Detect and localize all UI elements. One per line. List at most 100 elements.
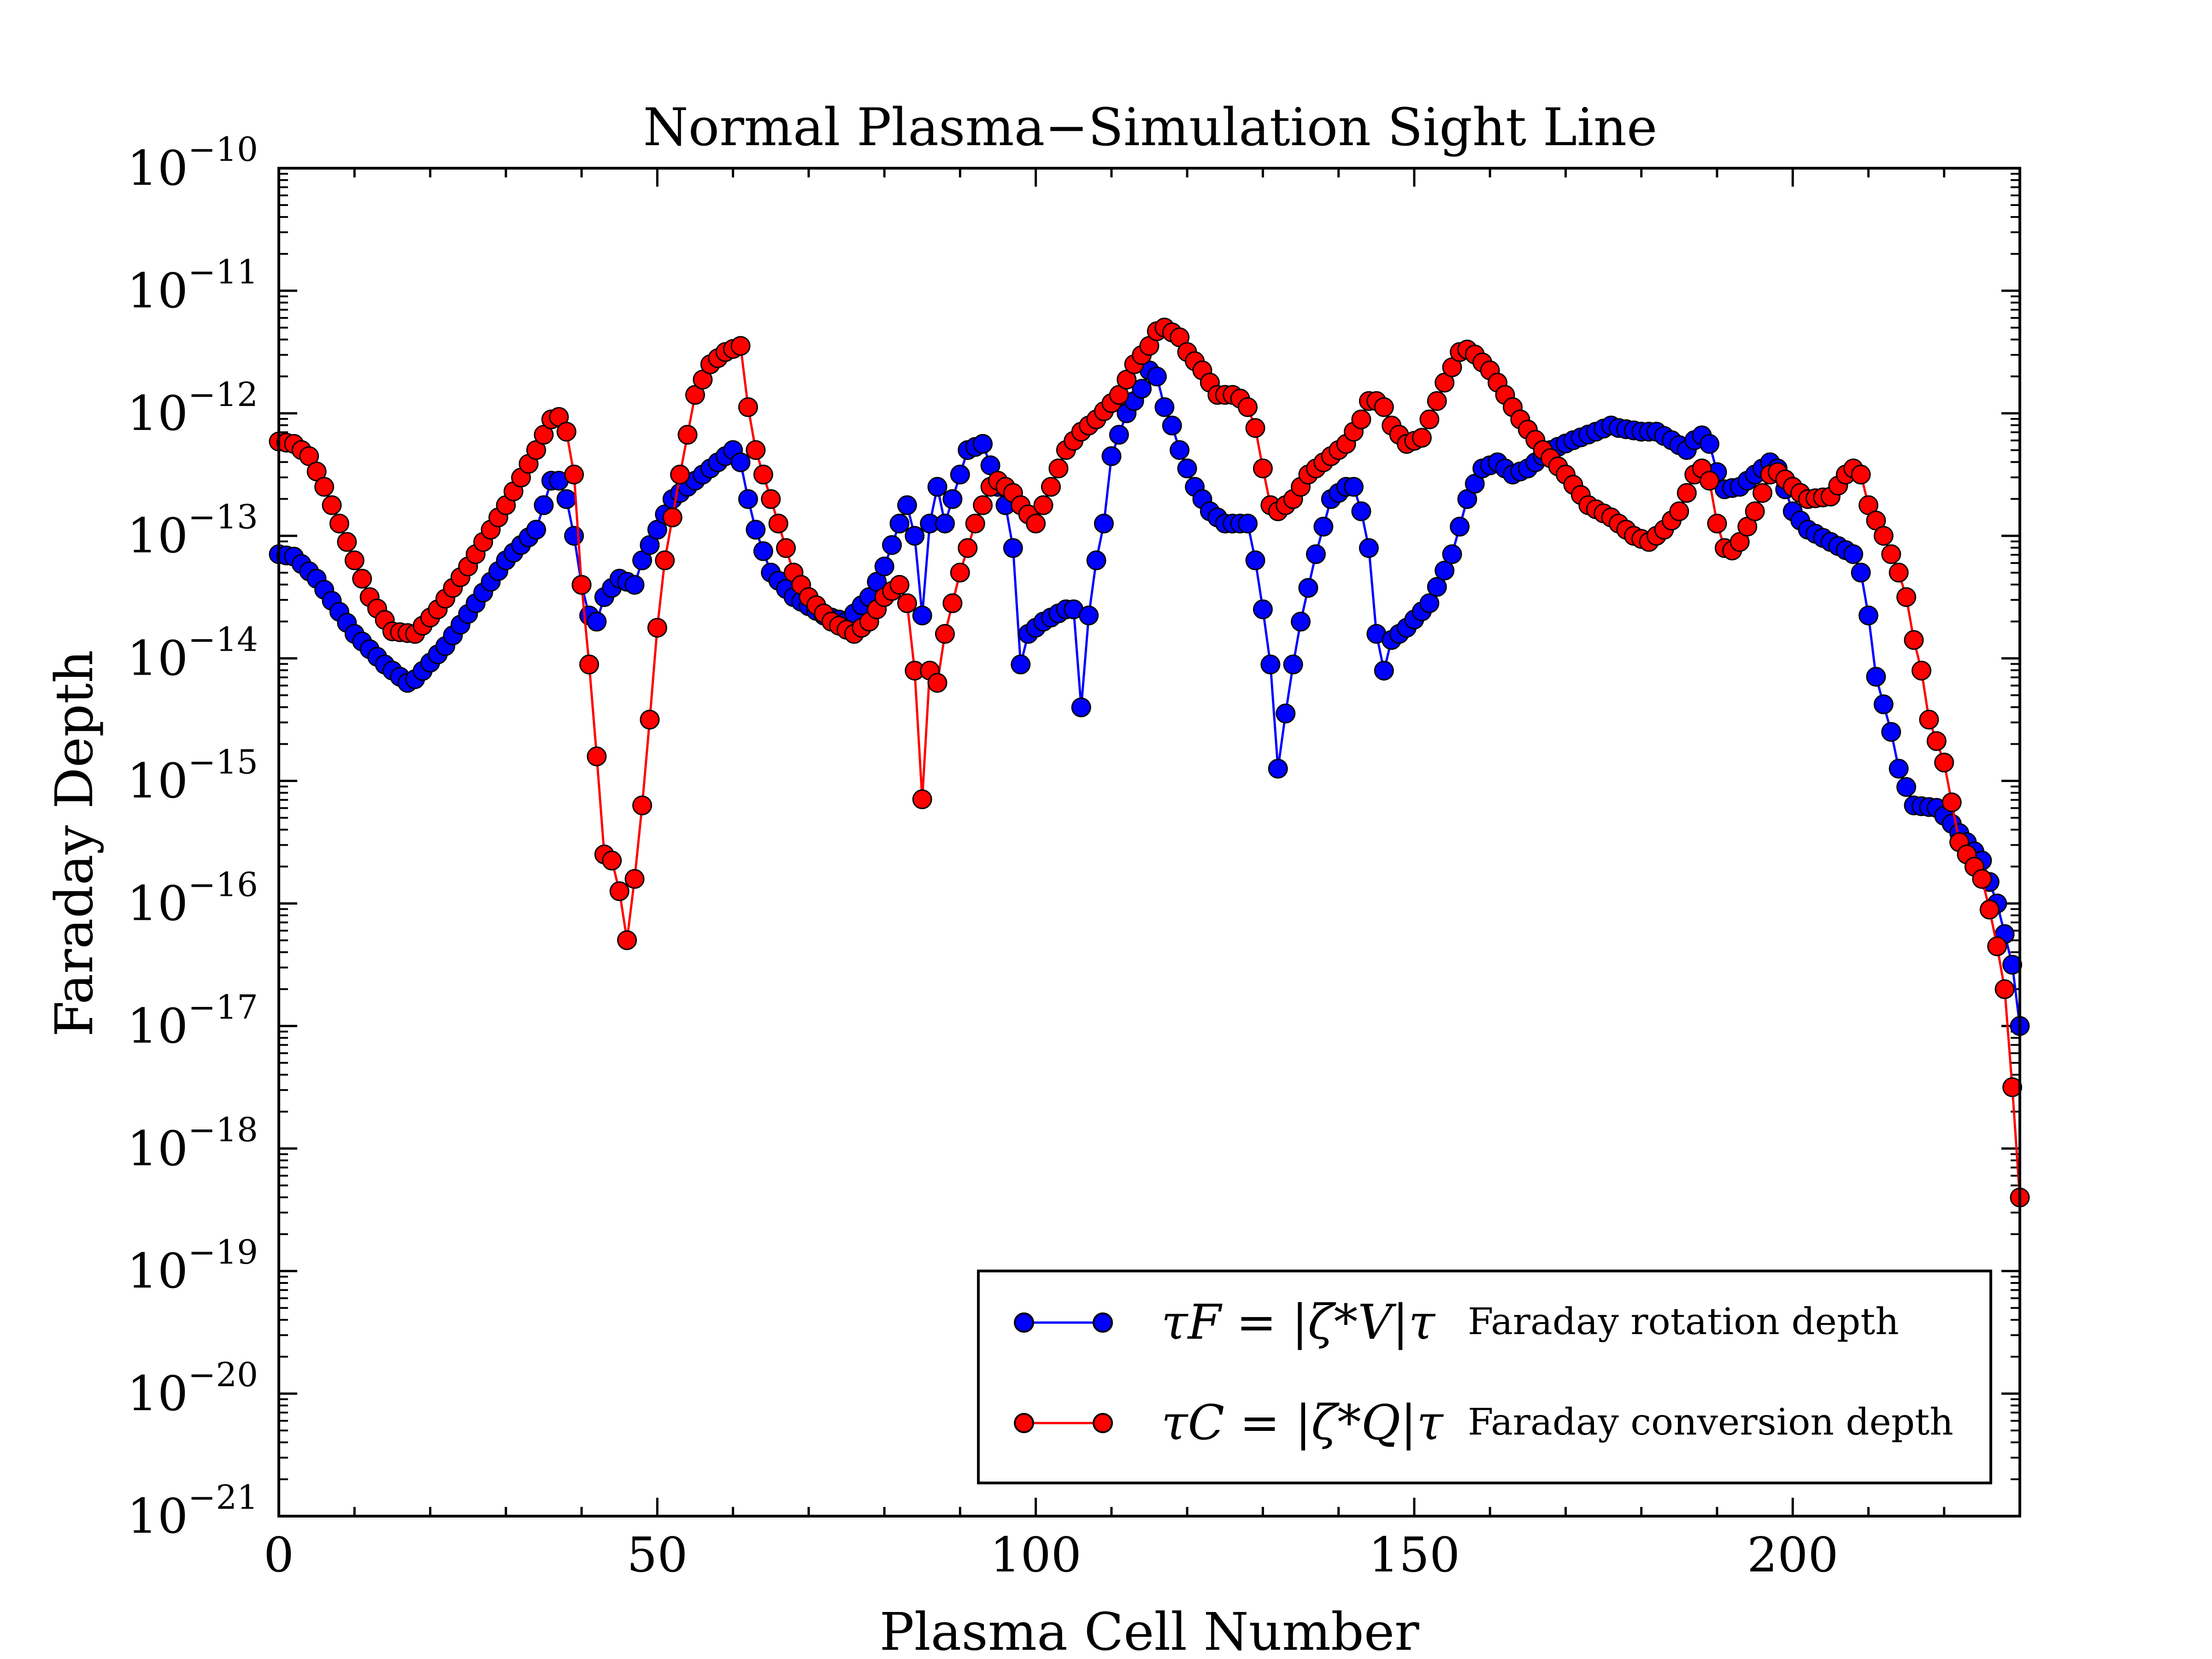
y-tick-label: 10−14 bbox=[127, 620, 258, 687]
data-point-tau-C bbox=[640, 710, 660, 730]
data-point-tau-C bbox=[1941, 792, 1962, 812]
data-point-tau-C bbox=[1412, 428, 1432, 448]
data-point-tau-F bbox=[1109, 424, 1129, 445]
data-point-tau-C bbox=[950, 563, 970, 582]
data-point-tau-C bbox=[609, 881, 629, 901]
data-point-tau-C bbox=[912, 789, 932, 809]
data-point-tau-F bbox=[1101, 446, 1122, 466]
data-point-tau-C bbox=[2002, 1077, 2023, 1097]
data-point-tau-F bbox=[1260, 654, 1281, 675]
data-point-tau-C bbox=[571, 575, 592, 595]
data-point-tau-F bbox=[1238, 513, 1258, 534]
data-point-tau-F bbox=[1245, 550, 1265, 571]
data-point-tau-C bbox=[1374, 397, 1394, 417]
data-point-tau-C bbox=[730, 336, 751, 356]
data-point-tau-F bbox=[905, 526, 925, 546]
data-point-tau-F bbox=[1177, 459, 1197, 478]
x-tick-label: 200 bbox=[1747, 1527, 1839, 1583]
data-point-tau-F bbox=[1700, 434, 1719, 454]
legend: τF = |ζ*V|τ Faraday rotation depth τC = … bbox=[977, 1270, 1992, 1484]
data-point-tau-C bbox=[564, 465, 584, 485]
data-point-tau-F bbox=[1154, 397, 1175, 417]
data-point-tau-F bbox=[624, 575, 645, 595]
data-point-tau-F bbox=[1011, 654, 1031, 675]
data-point-tau-C bbox=[1707, 513, 1727, 534]
data-point-tau-C bbox=[897, 593, 917, 613]
legend-marker-tau-c bbox=[1093, 1413, 1113, 1433]
data-point-tau-C bbox=[1987, 936, 2007, 956]
data-point-tau-F bbox=[1873, 694, 1894, 714]
data-point-tau-C bbox=[1873, 526, 1894, 546]
data-point-tau-F bbox=[1291, 612, 1311, 632]
legend-entry-tau-c: τC = |ζ*Q|τ Faraday conversion depth bbox=[1014, 1394, 1953, 1451]
data-point-tau-F bbox=[738, 489, 758, 509]
chart-title: Normal Plasma−Simulation Sight Line bbox=[643, 98, 1658, 158]
data-point-tau-F bbox=[534, 495, 554, 515]
data-point-tau-C bbox=[1972, 869, 1992, 889]
data-point-tau-F bbox=[950, 465, 970, 485]
data-point-tau-C bbox=[556, 422, 577, 442]
data-point-tau-C bbox=[1851, 465, 1871, 485]
data-point-tau-C bbox=[1026, 513, 1046, 534]
data-point-tau-F bbox=[1132, 379, 1152, 399]
data-point-tau-F bbox=[1359, 538, 1379, 558]
data-point-tau-F bbox=[1419, 593, 1440, 613]
data-point-tau-C bbox=[1926, 731, 1947, 751]
x-tick-label: 150 bbox=[1369, 1527, 1460, 1583]
data-point-tau-F bbox=[1147, 366, 1167, 387]
y-axis-title: Faraday Depth bbox=[45, 650, 105, 1036]
data-point-tau-C bbox=[889, 575, 910, 595]
legend-math-tau-f: τF = |ζ*V|τ bbox=[1161, 1294, 1436, 1350]
data-point-tau-C bbox=[632, 795, 652, 816]
data-point-tau-F bbox=[1162, 415, 1182, 435]
data-point-tau-F bbox=[1094, 513, 1114, 534]
data-point-tau-C bbox=[1753, 483, 1772, 503]
data-point-tau-C bbox=[1245, 418, 1265, 438]
data-point-tau-C bbox=[973, 495, 993, 515]
y-tick-label: 10−11 bbox=[127, 253, 258, 319]
legend-marker-tau-f bbox=[1093, 1312, 1113, 1333]
data-point-tau-F bbox=[1866, 667, 1886, 687]
data-point-tau-F bbox=[1427, 577, 1447, 597]
data-point-tau-F bbox=[1851, 563, 1871, 582]
data-point-tau-F bbox=[882, 535, 902, 555]
data-point-tau-C bbox=[1888, 563, 1909, 582]
data-point-tau-F bbox=[889, 513, 910, 534]
y-tick-label: 10−18 bbox=[127, 1110, 258, 1177]
data-point-tau-C bbox=[1700, 471, 1719, 491]
data-point-tau-C bbox=[1033, 495, 1053, 515]
data-point-tau-C bbox=[927, 673, 947, 693]
data-point-tau-F bbox=[2002, 954, 2023, 975]
data-point-tau-F bbox=[1086, 550, 1106, 571]
data-point-tau-F bbox=[1170, 440, 1190, 460]
data-point-tau-C bbox=[1994, 979, 2015, 1000]
data-point-tau-F bbox=[1843, 544, 1864, 565]
data-point-tau-C bbox=[761, 489, 781, 509]
y-tick-label: 10−12 bbox=[127, 375, 258, 441]
data-point-tau-C bbox=[1919, 710, 1939, 730]
data-point-tau-C bbox=[1881, 544, 1901, 565]
plot-frame bbox=[277, 167, 2021, 1518]
data-point-tau-C bbox=[670, 465, 690, 485]
data-point-tau-C bbox=[1896, 587, 1917, 607]
legend-marker-tau-c bbox=[1014, 1413, 1034, 1433]
data-point-tau-F bbox=[1003, 538, 1023, 558]
data-point-tau-F bbox=[556, 489, 577, 509]
data-point-tau-F bbox=[1253, 599, 1273, 619]
data-point-tau-F bbox=[1306, 544, 1326, 565]
data-point-tau-C bbox=[655, 550, 675, 571]
data-point-tau-F bbox=[1374, 660, 1394, 681]
data-point-tau-F bbox=[1442, 544, 1462, 565]
data-point-tau-C bbox=[1048, 459, 1069, 478]
data-point-tau-F bbox=[1344, 477, 1364, 497]
y-tick-label: 10−13 bbox=[127, 498, 258, 564]
data-point-tau-C bbox=[1979, 900, 2000, 920]
data-point-tau-C bbox=[746, 440, 766, 460]
data-point-tau-F bbox=[1859, 606, 1878, 626]
data-point-tau-C bbox=[738, 397, 758, 417]
data-point-tau-C bbox=[1912, 660, 1931, 681]
data-point-tau-C bbox=[344, 550, 365, 571]
y-tick-label: 10−15 bbox=[127, 743, 258, 809]
data-point-tau-F bbox=[526, 519, 546, 540]
